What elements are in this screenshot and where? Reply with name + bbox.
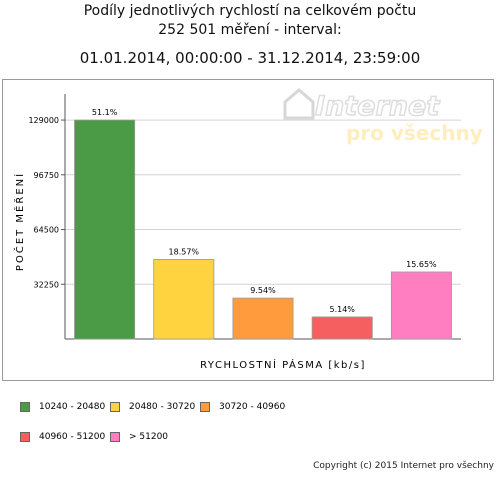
bar-value-label: 18.57% — [169, 247, 200, 256]
x-axis-title: RYCHLOSTNÍ PÁSMA [kb/s] — [200, 358, 366, 371]
legend-swatch — [110, 402, 120, 412]
legend-item: > 51200 — [110, 431, 168, 443]
y-tick-label: 96750 — [34, 171, 59, 180]
bar — [232, 297, 294, 340]
legend-item: 30720 - 40960 — [200, 401, 285, 413]
chart-title-line-1: Podíly jednotlivých rychlostí na celkové… — [83, 3, 417, 19]
bar-value-label: 9.54% — [250, 286, 276, 295]
bar — [390, 271, 452, 340]
legend-swatch — [200, 402, 210, 412]
y-tick-label: 129000 — [28, 116, 59, 125]
y-tick-label: 32250 — [34, 280, 59, 289]
legend-label: > 51200 — [129, 432, 169, 442]
bar — [74, 119, 136, 340]
legend-swatch — [20, 432, 30, 442]
legend-label: 20480 - 30720 — [129, 402, 196, 412]
house-icon — [283, 88, 315, 120]
bar — [153, 259, 215, 340]
chart-frame: Internet pro všechny 32250 64500 96750 129000… — [2, 79, 494, 381]
legend-label: 10240 - 20480 — [39, 402, 106, 412]
copyright-notice: Copyright (c) 2015 Internet pro všechny — [313, 461, 494, 471]
legend-label: 30720 - 40960 — [219, 402, 286, 412]
bar-value-label: 5.14% — [329, 305, 355, 314]
legend-swatch — [110, 432, 120, 442]
legend-item: 40960 - 51200 — [20, 431, 105, 443]
bar — [311, 316, 373, 340]
watermark-tagline: pro všechny — [346, 121, 483, 145]
watermark-brand: Internet — [315, 91, 440, 122]
bar-value-label: 51.1% — [92, 108, 118, 117]
y-axis-title: POČET MĚŘENÍ — [13, 172, 26, 271]
legend-item: 20480 - 30720 — [110, 401, 195, 413]
chart-date-interval: 01.01.2014, 00:00:00 - 31.12.2014, 23:59… — [79, 49, 421, 67]
chart-title-line-2: 252 501 měření - interval: — [158, 22, 342, 38]
legend-item: 10240 - 20480 — [20, 401, 105, 413]
y-tick-label: 64500 — [34, 226, 59, 235]
bar-value-label: 15.65% — [406, 260, 437, 269]
legend-label: 40960 - 51200 — [39, 432, 106, 442]
legend-swatch — [20, 402, 30, 412]
